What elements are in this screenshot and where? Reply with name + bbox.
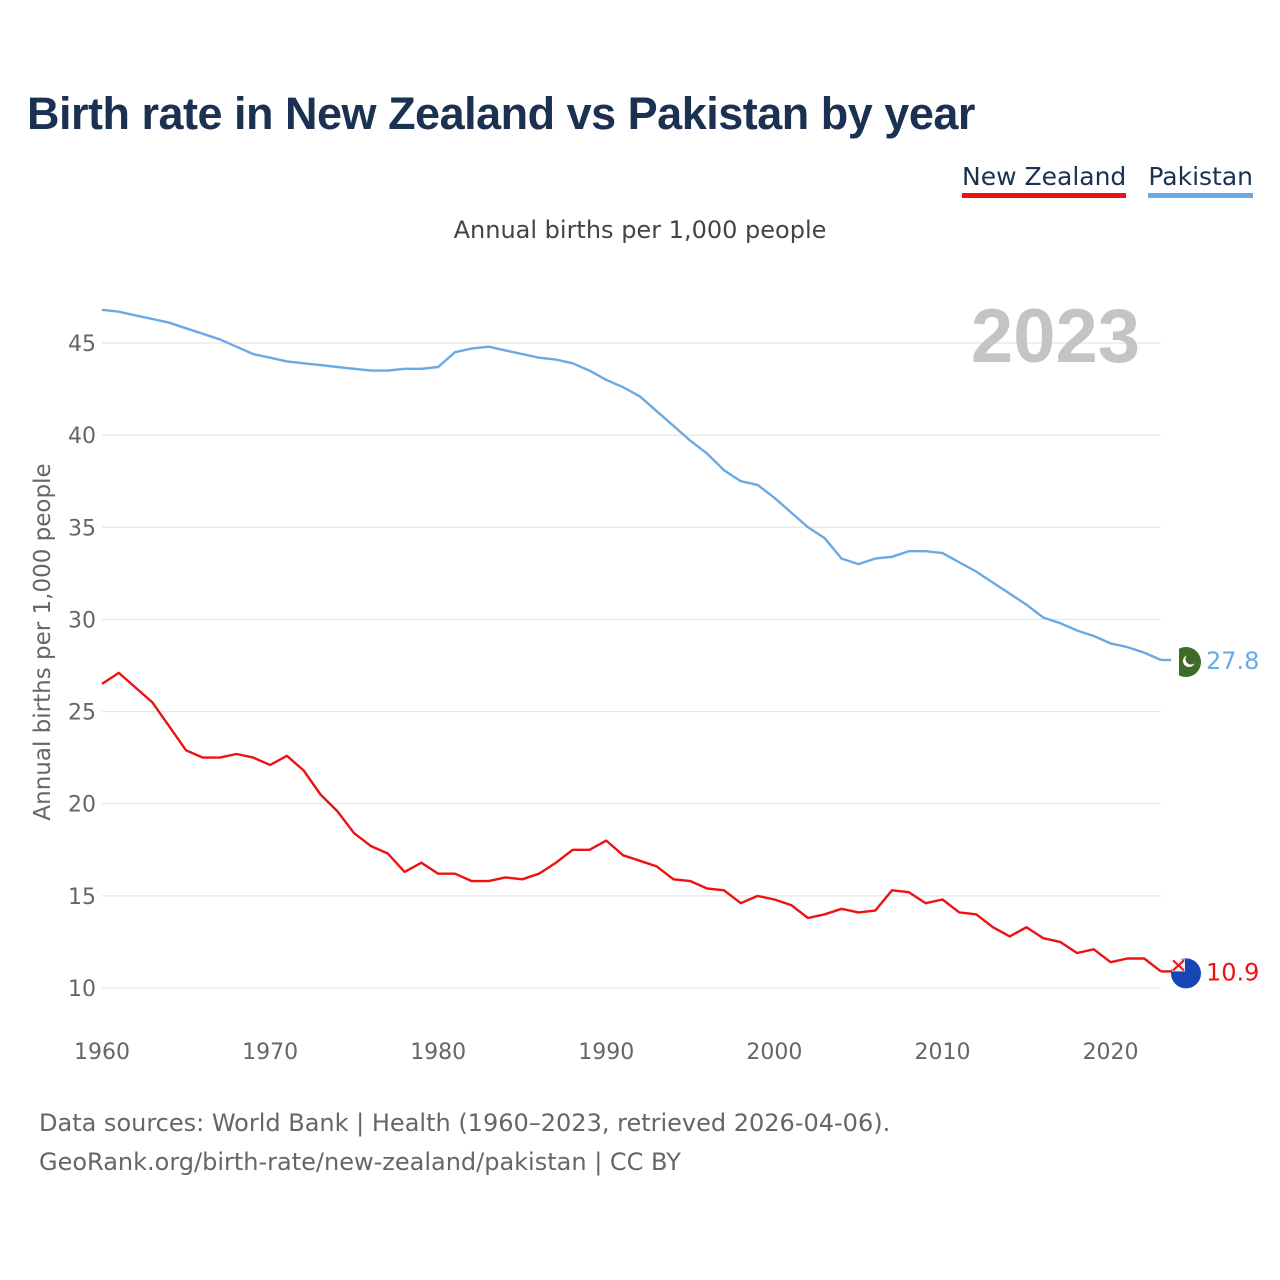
- end-value-label-new-zealand: 10.9: [1206, 958, 1259, 986]
- x-tick-label-2010: 2010: [914, 1040, 970, 1065]
- end-markers: 10.9 27.8: [1171, 646, 1259, 989]
- legend-item-new-zealand[interactable]: New Zealand: [962, 162, 1127, 198]
- footer: Data sources: World Bank | Health (1960–…: [39, 1104, 890, 1182]
- y-tick-label-25: 25: [68, 701, 96, 726]
- crescent-cut-icon: [1185, 653, 1197, 665]
- y-tick-label-20: 20: [68, 793, 96, 818]
- legend-item-pakistan[interactable]: Pakistan: [1148, 162, 1253, 198]
- series-line-new-zealand: [101, 671, 1162, 973]
- footer-link[interactable]: GeoRank.org/birth-rate/new-zealand/pakis…: [39, 1148, 681, 1176]
- x-axis-ticks: 1960 1970 1980 1990 2000 2010 2020: [74, 1040, 1139, 1065]
- x-tick-label-2000: 2000: [746, 1040, 802, 1065]
- y-tick-label-15: 15: [68, 885, 96, 910]
- x-tick-label-1960: 1960: [74, 1040, 130, 1065]
- y-tick-label-40: 40: [68, 424, 96, 449]
- legend: New Zealand Pakistan: [962, 162, 1253, 198]
- y-tick-label-10: 10: [68, 977, 96, 1002]
- end-value-label-pakistan: 27.8: [1206, 647, 1259, 675]
- union-jack-cross2-icon: [1172, 959, 1185, 972]
- line-chart: 10 15 20 25 30 35 40 45 1960 1970 1980 1990 2000 201…: [30, 294, 1259, 1065]
- y-tick-label-30: 30: [68, 608, 96, 633]
- year-label: 2023: [971, 294, 1140, 379]
- x-tick-label-1990: 1990: [578, 1040, 634, 1065]
- chart-subtitle: Annual births per 1,000 people: [453, 216, 827, 244]
- chart-title: Birth rate in New Zealand vs Pakistan by…: [27, 88, 975, 139]
- flag-band-icon: [1171, 646, 1179, 677]
- y-axis-ticks: 10 15 20 25 30 35 40 45: [68, 332, 96, 1002]
- x-tick-label-2020: 2020: [1083, 1040, 1139, 1065]
- y-axis-label: Annual births per 1,000 people: [30, 463, 56, 820]
- series-line-pakistan: [101, 308, 1162, 662]
- y-tick-label-35: 35: [68, 516, 96, 541]
- x-tick-label-1970: 1970: [242, 1040, 298, 1065]
- x-tick-label-1980: 1980: [410, 1040, 466, 1065]
- y-tick-label-45: 45: [68, 332, 96, 357]
- series-lines: [101, 308, 1176, 973]
- footer-source: Data sources: World Bank | Health (1960–…: [39, 1109, 891, 1137]
- grid-lines: [102, 342, 1161, 989]
